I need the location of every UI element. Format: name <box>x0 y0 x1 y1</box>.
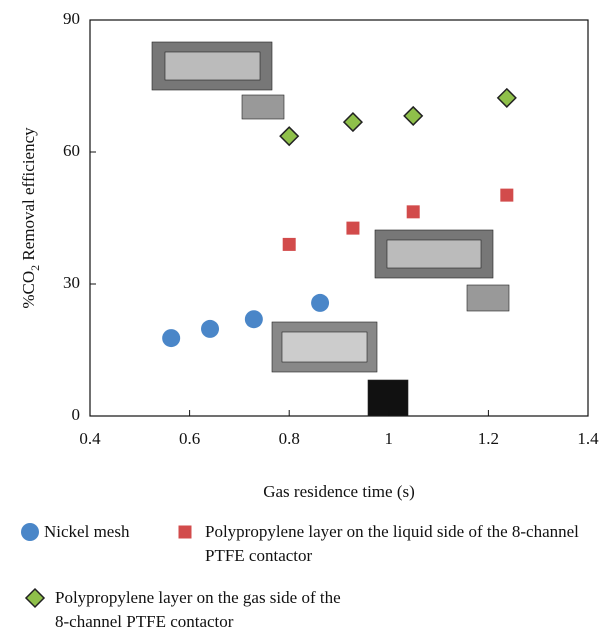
y-tick-label: 0 <box>72 405 81 424</box>
plot-frame <box>89 19 589 417</box>
marker <box>282 237 296 251</box>
x-tick-label: 1.2 <box>478 429 499 448</box>
x-tick-label: 1 <box>385 429 394 448</box>
legend-marker <box>178 525 192 539</box>
y-tick-label: 90 <box>63 9 80 28</box>
inset-photo <box>241 94 285 120</box>
marker <box>500 188 514 202</box>
x-tick-label: 0.8 <box>279 429 300 448</box>
marker <box>496 87 517 108</box>
y-tick-label: 30 <box>63 273 80 292</box>
inset-images <box>151 41 510 417</box>
legend-label: Polypropylene layer on the gas side of t… <box>55 588 341 631</box>
marker <box>346 221 360 235</box>
y-label-main: %CO <box>19 271 38 309</box>
x-tick-label: 0.6 <box>179 429 200 448</box>
marker <box>244 310 263 329</box>
marker <box>279 126 300 147</box>
y-tick-label: 60 <box>63 141 80 160</box>
inset-photo <box>367 379 409 417</box>
marker <box>311 293 330 312</box>
legend-marker <box>24 587 46 609</box>
x-tick-label: 1.4 <box>577 429 599 448</box>
x-axis-label: Gas residence time (s) <box>263 482 415 501</box>
marker <box>403 105 424 126</box>
inset-photo <box>386 239 482 269</box>
legend-marker <box>21 523 39 541</box>
inset-photo <box>466 284 510 312</box>
marker <box>342 112 364 133</box>
marker <box>162 329 181 348</box>
inset-photo <box>281 331 368 363</box>
inset-photo <box>164 51 261 81</box>
x-tick-label: 0.4 <box>79 429 101 448</box>
y-label-rest: Removal efficiency <box>19 127 38 265</box>
y-axis-label: %CO2 Removal efficiency <box>19 127 42 309</box>
marker <box>406 205 420 219</box>
marker <box>201 319 220 338</box>
y-label-sub: 2 <box>28 265 42 271</box>
legend-label: Nickel mesh <box>44 522 130 541</box>
legend-label: Polypropylene layer on the liquid side o… <box>205 522 579 565</box>
